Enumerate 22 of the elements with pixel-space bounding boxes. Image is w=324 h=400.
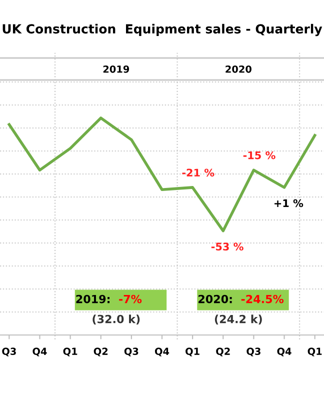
annotation: 2020: -24.5%: [198, 294, 284, 304]
annotation: 2019: -7%: [76, 294, 142, 304]
x-tick-label: Q3: [246, 348, 260, 356]
annotation: (24.2 k): [214, 314, 262, 325]
annotation: +1 %: [274, 199, 304, 208]
x-tick-label: Q2: [94, 348, 108, 356]
x-tick-label: Q3: [124, 348, 138, 356]
chart-title: UK Construction Equipment sales - Quarterly: [2, 24, 322, 36]
x-tick-label: Q1: [63, 348, 78, 356]
text: 2020: [226, 65, 252, 73]
x-tick-label: Q1: [186, 348, 200, 356]
x-tick-label: Q1: [308, 348, 322, 356]
x-tick-label: Q2: [216, 348, 230, 356]
text: 2019: [103, 65, 130, 73]
annotation: (32.0 k): [92, 314, 140, 325]
annotation: -15 %: [243, 151, 276, 160]
x-tick-label: Q4: [154, 348, 170, 356]
annotation: -21 %: [182, 168, 214, 177]
x-tick-label: Q4: [32, 348, 47, 356]
x-tick-label: Q4: [277, 348, 292, 356]
annotation: -53 %: [211, 242, 244, 251]
x-tick-label: Q3: [2, 348, 16, 356]
